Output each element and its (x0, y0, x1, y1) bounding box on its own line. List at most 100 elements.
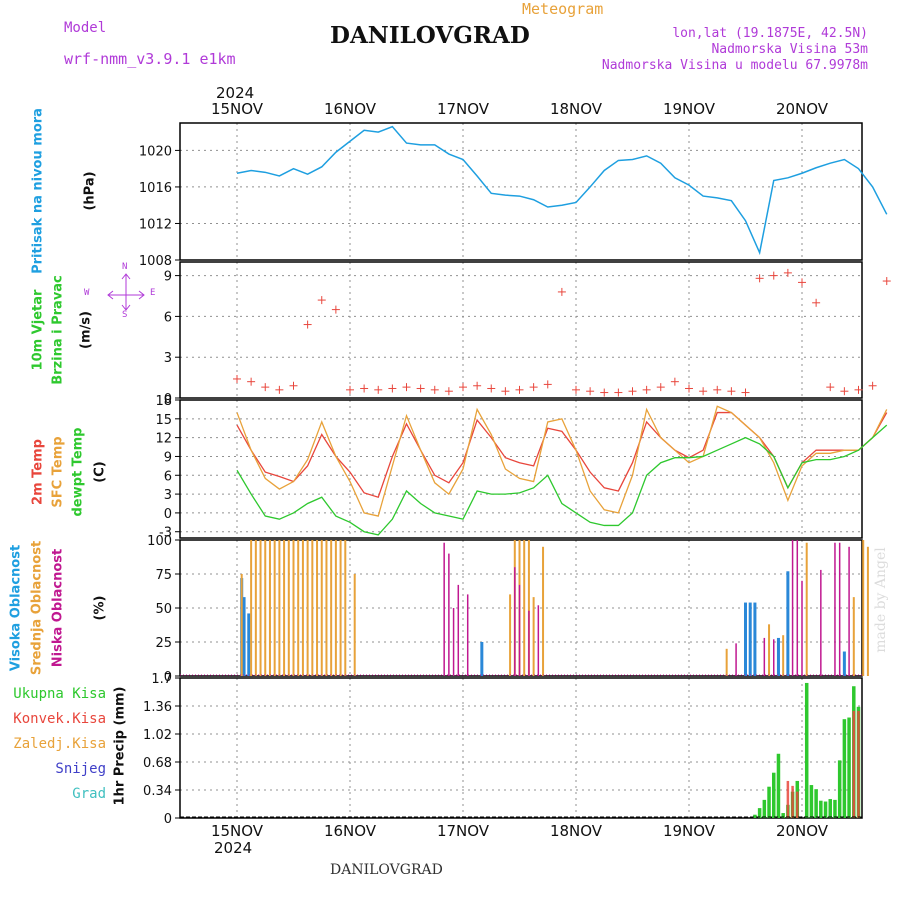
cloud-bar (528, 610, 530, 676)
station-footer: DANILOVGRAD (330, 862, 443, 878)
y-tick-label: 0.68 (143, 756, 172, 771)
cloud-bar (316, 540, 319, 676)
cloud-bar (452, 608, 455, 676)
cloud-bar (297, 540, 300, 676)
y-tick-label: 3 (164, 488, 172, 503)
altitude-label: Nadmorska Visina 53m (711, 42, 868, 57)
precip-bar (809, 785, 814, 818)
y-tick-label: 15 (155, 413, 172, 428)
precip-bar (857, 710, 860, 818)
cloud-bar (763, 637, 766, 676)
cloud-bar (866, 546, 869, 676)
wind-panel-frame (179, 261, 863, 399)
x-tick-label-top: 16NOV (324, 100, 377, 118)
cloud-bar (254, 540, 257, 676)
cloud-bar (448, 553, 450, 676)
compass-n: N (122, 262, 128, 272)
pressure-panel-frame (179, 122, 863, 261)
cloud-bar (344, 540, 347, 676)
cloud-bar (542, 546, 545, 676)
precip-bar (823, 801, 828, 818)
precip-legend-convective: Konvek.Kisa (13, 711, 106, 727)
cloud-bar (537, 605, 540, 676)
y-tick-label: 1020 (139, 144, 172, 159)
precip-bar (837, 760, 842, 818)
cloud-bar (306, 540, 309, 676)
cloud-bar (834, 542, 836, 676)
cloud-bar (330, 540, 333, 676)
model-label: Model (64, 20, 107, 36)
cloud-bar (311, 540, 314, 676)
precip-bar (828, 799, 832, 818)
compass-arrows-icon (107, 273, 145, 311)
cloud-bar (753, 602, 757, 676)
cloud-bar (782, 635, 785, 676)
location-label: lon,lat (19.1875E, 42.5N) (672, 26, 868, 41)
pressure-line (236, 125, 888, 256)
y-tick-label: 0 (164, 670, 172, 685)
precip-bar (781, 813, 785, 818)
precip-bar (819, 800, 823, 818)
cloud-bar (283, 540, 286, 676)
cloud-bar (457, 584, 460, 676)
x-tick-label-bottom: 18NOV (550, 822, 603, 840)
y-tick-label: 6 (164, 469, 172, 484)
cloud-bar (466, 594, 469, 676)
x-tick-label-top: 20NOV (776, 100, 829, 118)
y-tick-label: 9 (164, 270, 172, 285)
cloud-bar (862, 540, 865, 676)
y-tick-label: 0 (164, 392, 172, 407)
cloud-bar (509, 594, 512, 676)
precip-bar (786, 780, 790, 818)
y-tick-label: 0 (164, 812, 172, 827)
y-tick-label: 1012 (139, 217, 172, 232)
temp-line-1 (236, 405, 888, 517)
y-tick-label: 0.34 (143, 784, 172, 799)
y-tick-label: 6 (164, 310, 172, 325)
y-tick-label: 100 (147, 534, 172, 549)
cloud-bar (480, 642, 484, 676)
precip-bar (852, 710, 856, 818)
compass-s: S (122, 310, 128, 320)
precip-bar (776, 753, 781, 818)
x-tick-label-bottom: 16NOV (324, 822, 377, 840)
cloud-bar (339, 540, 342, 676)
cloud-bar (273, 540, 276, 676)
precip-bar (767, 786, 771, 818)
precip-legend-hail: Grad (72, 786, 106, 802)
cloud-bar (247, 613, 251, 676)
cloud-bar (250, 540, 253, 676)
cloud-bar (801, 580, 803, 676)
page-title: DANILOVGRAD (330, 22, 530, 49)
cloud-bar (523, 540, 526, 676)
y-tick-label: 9 (164, 450, 172, 465)
x-tick-label-bottom: 19NOV (663, 822, 716, 840)
cloud-bar (791, 540, 794, 676)
x-tick-label-top: 19NOV (663, 100, 716, 118)
year-label-top: 2024 (216, 84, 255, 102)
y-tick-label: 50 (155, 602, 172, 617)
cloud-bar (301, 540, 304, 676)
cloud-bar (838, 542, 841, 676)
cloud-bar (768, 624, 771, 676)
x-tick-label-bottom: 15NOV (211, 822, 264, 840)
cloud-bar (264, 540, 267, 676)
cloud-bar (240, 574, 243, 676)
cloud-bar (259, 540, 262, 676)
cloud-bar (773, 639, 775, 676)
y-tick-label: 1008 (139, 254, 172, 269)
x-tick-label-top: 15NOV (211, 100, 264, 118)
precip-legend-snow: Snijeg (55, 761, 106, 777)
y-tick-label: 12 (155, 432, 172, 447)
precip-bar (796, 791, 799, 818)
cloud-bar (744, 602, 747, 676)
precip-bar (814, 789, 818, 818)
cloud-bar (278, 540, 281, 676)
cloud-bar (532, 597, 535, 676)
cloud-bar (353, 574, 356, 676)
y-tick-label: 1.36 (143, 700, 172, 715)
cloud-bar (325, 540, 328, 676)
precip-bar (842, 719, 847, 818)
cloud-panel-frame (179, 539, 863, 677)
